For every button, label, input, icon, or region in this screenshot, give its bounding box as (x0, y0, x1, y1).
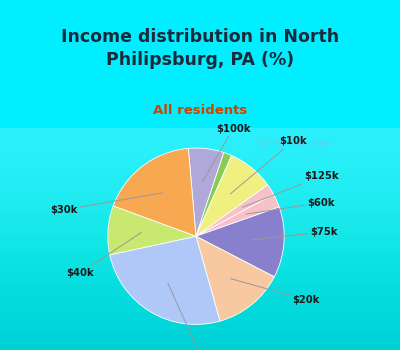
Wedge shape (110, 236, 220, 324)
Text: $60k: $60k (246, 198, 335, 214)
Text: $40k: $40k (66, 232, 142, 278)
Text: $50k: $50k (168, 283, 214, 350)
Wedge shape (188, 148, 224, 236)
Wedge shape (196, 153, 232, 236)
Wedge shape (196, 185, 274, 236)
Wedge shape (108, 206, 196, 255)
Text: $10k: $10k (230, 136, 307, 194)
Text: $30k: $30k (50, 193, 163, 215)
Text: All residents: All residents (153, 104, 247, 117)
Text: $100k: $100k (202, 124, 250, 182)
Wedge shape (113, 148, 196, 236)
Text: $20k: $20k (230, 279, 320, 305)
Wedge shape (196, 207, 284, 277)
Wedge shape (196, 236, 274, 321)
Text: $75k: $75k (250, 227, 338, 240)
Wedge shape (196, 194, 279, 236)
Text: ⓘ City-Data.com: ⓘ City-Data.com (260, 139, 332, 148)
Text: $125k: $125k (242, 171, 338, 207)
Wedge shape (196, 155, 268, 236)
Text: Income distribution in North
Philipsburg, PA (%): Income distribution in North Philipsburg… (61, 28, 339, 69)
